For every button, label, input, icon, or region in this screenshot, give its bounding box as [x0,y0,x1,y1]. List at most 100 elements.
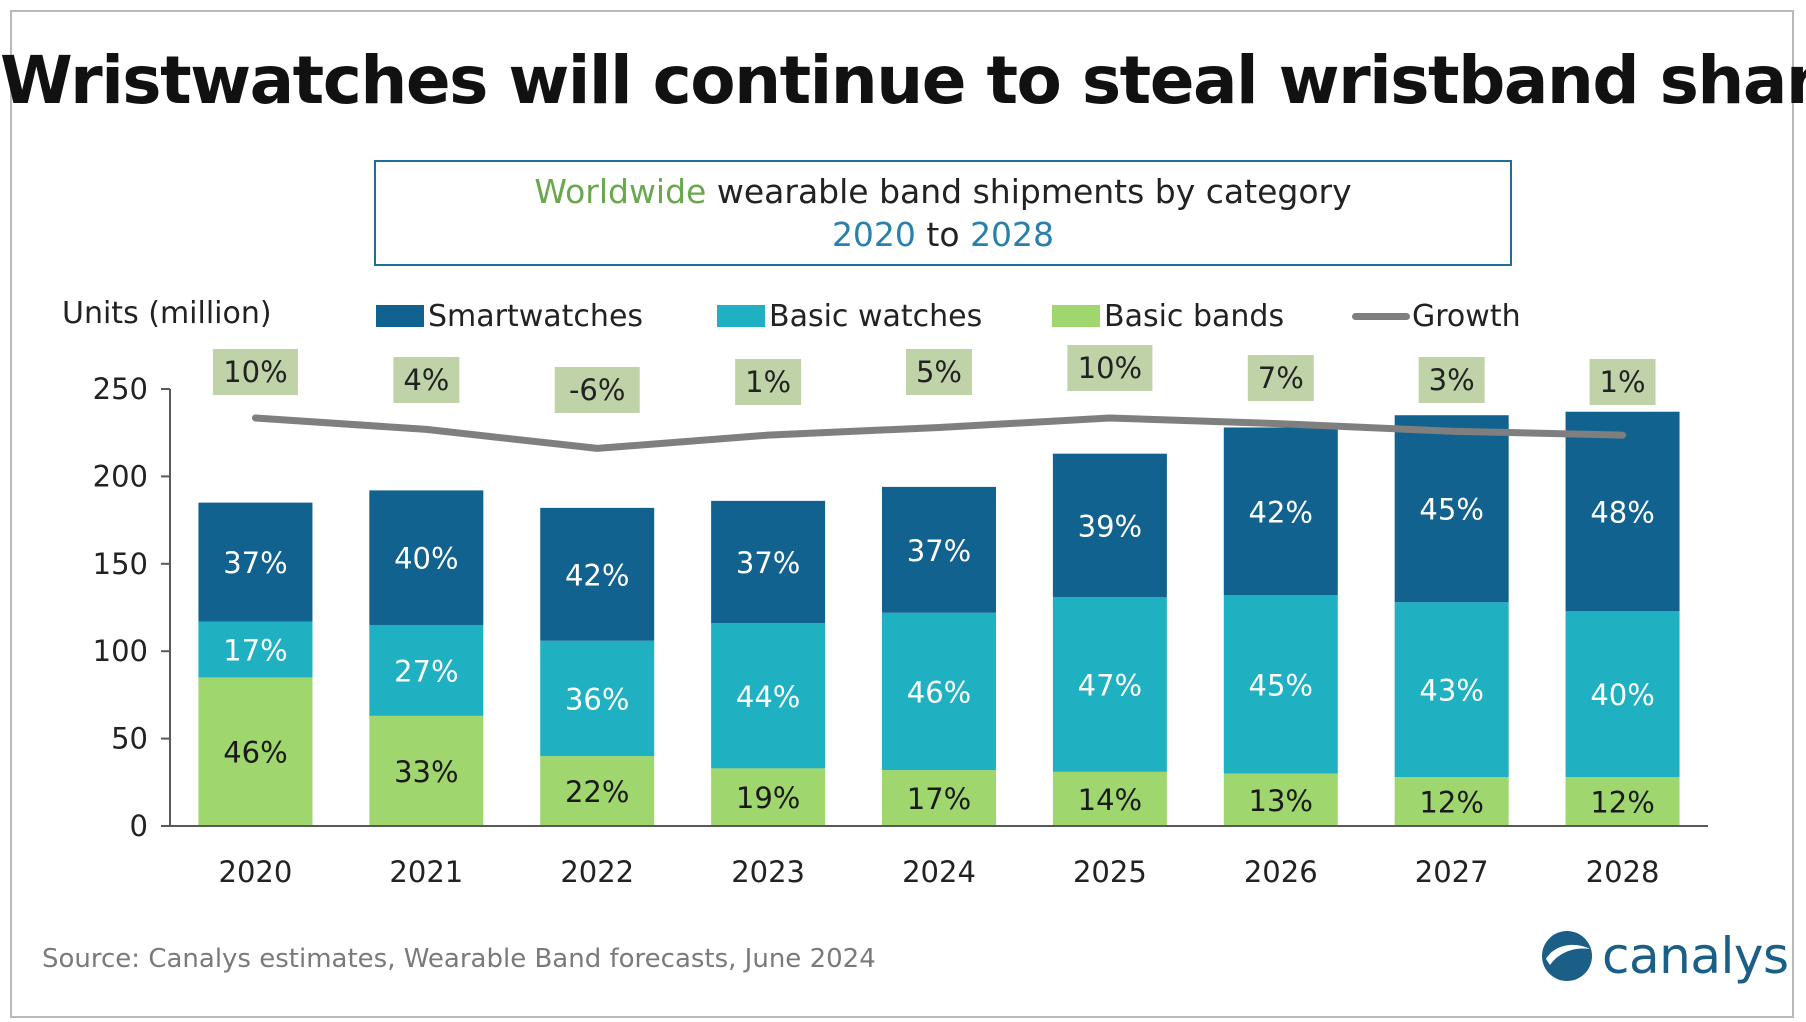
subtitle-to: to [926,215,960,254]
x-tick-label: 2028 [1586,855,1660,889]
x-tick-label: 2021 [389,855,463,889]
data-label-smartwatches: 45% [1419,493,1483,527]
chart-title: Wristwatches will continue to steal wris… [0,42,1806,119]
x-tick-label: 2020 [219,855,293,889]
data-label-basic-watches: 40% [1590,678,1654,712]
legend: Smartwatches Basic watches Basic bands G… [0,296,1806,336]
y-tick-label: 150 [93,547,148,581]
bar-segment-smartwatches [882,486,996,613]
growth-label-box [554,367,640,413]
x-tick-label: 2026 [1244,855,1318,889]
data-label-smartwatches: 42% [565,558,629,592]
canalys-logo: canalys [1540,925,1789,987]
data-label-smartwatches: 37% [736,546,800,580]
legend-label-smartwatches: Smartwatches [428,298,644,334]
data-label-basic-bands: 12% [1419,786,1483,820]
bar-segment-basic-bands [198,677,313,826]
bar-segment-basic-watches [711,623,826,769]
growth-label: 5% [916,355,962,389]
bar-segment-smartwatches [198,502,313,622]
bar-segment-smartwatches [1052,453,1167,598]
bar-segment-smartwatches [711,500,826,624]
bar-segment-basic-watches [882,612,996,771]
data-label-basic-watches: 27% [394,654,458,688]
data-label-smartwatches: 37% [223,546,287,580]
bar-segment-basic-watches [540,640,655,757]
data-label-smartwatches: 48% [1590,495,1654,529]
source-note: Source: Canalys estimates, Wearable Band… [42,944,876,974]
legend-item-basic-watches: Basic watches [717,296,982,336]
bar-segment-smartwatches [1223,427,1338,596]
bar-segment-basic-bands [1223,773,1338,826]
bar-segment-smartwatches [1565,411,1680,611]
data-label-basic-watches: 36% [565,682,629,716]
data-label-basic-watches: 45% [1249,668,1313,702]
subtitle-line-1: Worldwide wearable band shipments by cat… [376,170,1510,213]
data-label-basic-watches: 44% [736,680,800,714]
subtitle-rest: wearable band shipments by category [716,172,1352,211]
data-label-basic-watches: 43% [1419,674,1483,708]
x-tick-label: 2027 [1415,855,1489,889]
x-tick-label: 2025 [1073,855,1147,889]
data-label-basic-bands: 12% [1590,786,1654,820]
bar-segment-basic-watches [369,624,484,716]
data-label-basic-bands: 17% [907,782,971,816]
growth-label-box [735,359,802,405]
bar-segment-basic-bands [540,756,655,826]
growth-label: 3% [1429,363,1475,397]
bar-segment-basic-watches [1052,597,1167,772]
growth-label-box [1067,345,1153,391]
x-tick-label: 2022 [560,855,634,889]
canalys-logo-icon [1542,931,1592,981]
bar-segment-basic-bands [711,768,826,826]
legend-label-growth: Growth [1412,298,1521,334]
bar-segment-smartwatches [1394,415,1509,603]
data-label-smartwatches: 39% [1078,509,1142,543]
data-label-basic-bands: 46% [223,736,287,770]
y-tick-label: 100 [93,634,148,668]
bar-segment-smartwatches [369,490,484,625]
growth-label: 1% [1600,365,1646,399]
data-label-smartwatches: 42% [1249,495,1313,529]
subtitle-worldwide: Worldwide [534,172,707,211]
data-label-basic-bands: 22% [565,775,629,809]
bar-segment-basic-watches [1565,610,1680,778]
x-tick-label: 2023 [731,855,805,889]
legend-label-basic-bands: Basic bands [1104,298,1285,334]
growth-label: 10% [223,355,287,389]
growth-label-box [393,357,460,403]
legend-swatch-basic-bands [1052,305,1100,327]
x-tick-label: 2024 [902,855,976,889]
growth-label-box [1418,357,1485,403]
bar-segment-basic-bands [882,770,996,826]
canalys-logo-text: canalys [1602,927,1789,985]
subtitle-box: Worldwide wearable band shipments by cat… [374,160,1512,266]
legend-line-growth [1352,312,1410,320]
bar-segment-basic-bands [1052,771,1167,826]
growth-label: 7% [1258,361,1304,395]
growth-label-box [906,349,972,395]
legend-swatch-basic-watches [717,305,765,327]
subtitle-year-end: 2028 [970,215,1055,254]
legend-item-smartwatches: Smartwatches [376,296,643,336]
units-label: Units (million) [62,296,272,331]
data-label-basic-watches: 46% [907,675,971,709]
growth-label-box [1247,355,1314,401]
data-label-smartwatches: 37% [907,534,971,568]
bar-segment-basic-bands [1565,777,1680,826]
subtitle-year-start: 2020 [831,215,916,254]
data-label-smartwatches: 40% [394,542,458,576]
legend-item-growth: Growth [1352,296,1521,336]
data-label-basic-watches: 17% [223,633,287,667]
bar-segment-basic-watches [1223,595,1338,774]
data-label-basic-bands: 33% [394,755,458,789]
growth-label: 10% [1078,351,1142,385]
data-label-basic-bands: 14% [1078,783,1142,817]
legend-swatch-smartwatches [376,305,424,327]
data-label-basic-watches: 47% [1078,668,1142,702]
bar-segment-basic-bands [369,715,484,826]
y-tick-label: 200 [93,459,148,493]
y-tick-label: 250 [93,372,148,406]
data-label-basic-bands: 13% [1249,784,1313,818]
